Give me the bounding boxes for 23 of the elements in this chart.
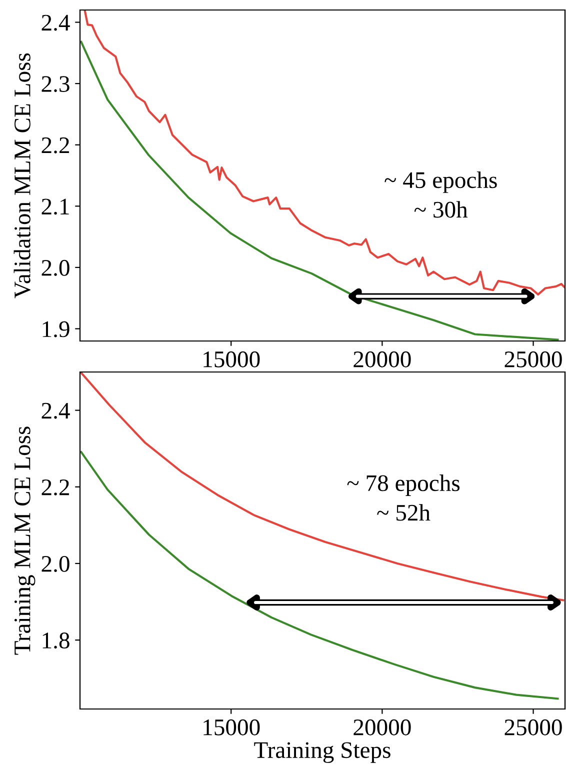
y-axis-title: Training MLM CE Loss — [14, 426, 36, 655]
y-tick-label: 2.4 — [42, 14, 70, 31]
annotation: ~ 45 epochs ~ 30h — [384, 172, 497, 218]
y-tick-label: 1.9 — [42, 321, 70, 338]
x-tick-label: 20000 — [354, 351, 411, 368]
line-series — [80, 40, 559, 341]
y-tick-label: 1.8 — [42, 632, 70, 649]
y-tick-label: 2.1 — [42, 198, 69, 215]
x-tick-label: 25000 — [504, 351, 562, 368]
y-tick-label: 2.3 — [42, 76, 70, 92]
y-tick-label: 2.0 — [42, 556, 70, 572]
line-series — [80, 450, 559, 700]
x-tick-label: 15000 — [204, 351, 260, 368]
x-axis-title: Training Steps — [254, 742, 390, 763]
x-tick-label: 20000 — [354, 719, 411, 736]
y-tick-label: 2.4 — [42, 402, 70, 419]
x-tick-label: 15000 — [204, 719, 260, 736]
y-tick-label: 2.2 — [42, 137, 69, 154]
annotation: ~ 78 epochs ~ 52h — [347, 474, 460, 521]
y-tick-label: 2.0 — [42, 260, 70, 276]
x-tick-label: 25000 — [504, 719, 562, 736]
y-tick-label: 2.2 — [42, 479, 69, 496]
y-axis-title: Validation MLM CE Loss — [14, 53, 31, 298]
